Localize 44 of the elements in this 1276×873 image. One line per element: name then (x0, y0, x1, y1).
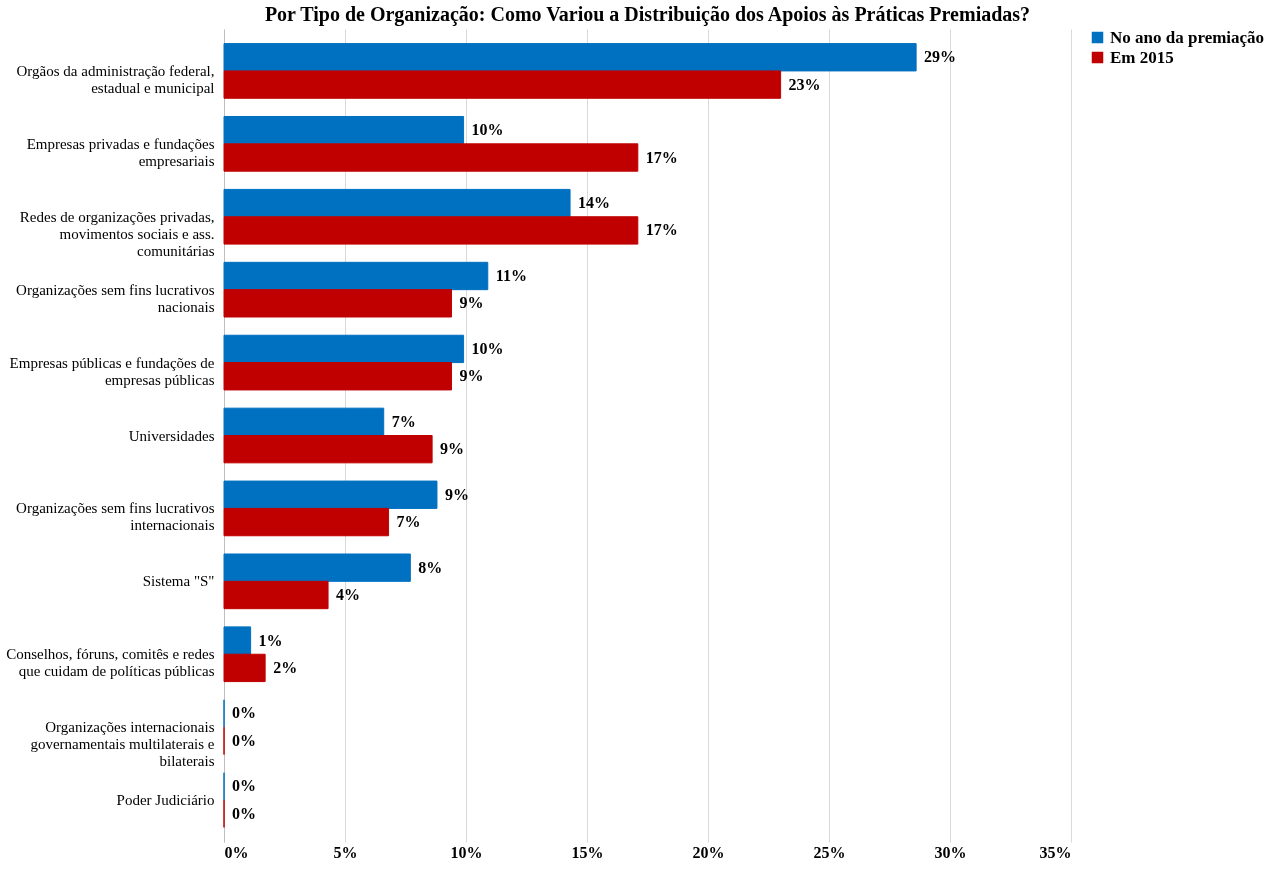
chart-title: Por Tipo de Organização: Como Variou a Distribuição dos Apoios às Práticas Premiadas? (264, 3, 1031, 26)
legend-label: Em 2015 (1110, 47, 1174, 67)
data-label: 0% (232, 704, 256, 722)
x-tick-label: 30% (934, 843, 967, 861)
y-tick-label: Sistema "S" (142, 573, 215, 590)
data-label: 0% (232, 804, 256, 822)
y-tick-label: Organizações internacionais governamentais multilaterais e bilaterais (30, 719, 215, 770)
data-label: 9% (440, 440, 465, 458)
y-tick-label: Empresas privadas e fundações empresariais (26, 135, 215, 169)
x-tick-label: 20% (692, 843, 725, 861)
data-label: 7% (391, 412, 416, 430)
x-tick-label: 0% (224, 843, 249, 861)
y-tick-label: Empresas públicas e fundações de empresas públicas (9, 354, 215, 388)
data-label: 17% (645, 221, 678, 239)
data-label: 0% (232, 777, 256, 795)
data-label: 8% (418, 558, 443, 576)
data-label: 9% (459, 294, 484, 312)
data-label: 23% (788, 75, 821, 93)
data-label: 9% (444, 485, 469, 503)
data-label: 1% (258, 631, 283, 649)
data-label: 14% (578, 194, 611, 212)
data-label: 7% (396, 513, 421, 531)
data-label: 0% (232, 731, 256, 749)
y-tick-label: Universidades (128, 427, 215, 444)
x-tick-label: 10% (450, 843, 483, 861)
x-tick-label: 25% (813, 843, 846, 861)
data-label: 4% (336, 586, 361, 603)
y-tick-label: Poder Judiciário (116, 792, 215, 809)
x-tick-label: 15% (571, 843, 604, 861)
data-label: 17% (645, 148, 678, 166)
data-label: 11% (495, 267, 527, 284)
data-label: 9% (459, 367, 484, 385)
data-label: 2% (273, 658, 298, 676)
y-tick-label: Organizações sem fins lucrativos nacionais (16, 281, 215, 315)
data-label: 10% (471, 339, 504, 357)
legend-label: No ano da premiação (1110, 27, 1265, 47)
y-tick-label: Conselhos, fóruns, comitês e redes que cuidam de políticas públicas (6, 646, 215, 680)
x-tick-label: 5% (333, 843, 358, 861)
data-label: 10% (471, 121, 504, 139)
data-label: 29% (924, 48, 957, 66)
y-tick-label: Orgãos da administração federal, estadual e municipal (16, 62, 215, 96)
y-tick-label: Redes de organizações privadas, movimentos sociais e ass. comunitárias (19, 208, 215, 259)
y-tick-label: Organizações sem fins lucrativos internacionais (16, 500, 215, 534)
x-tick-label: 35% (1039, 843, 1072, 861)
